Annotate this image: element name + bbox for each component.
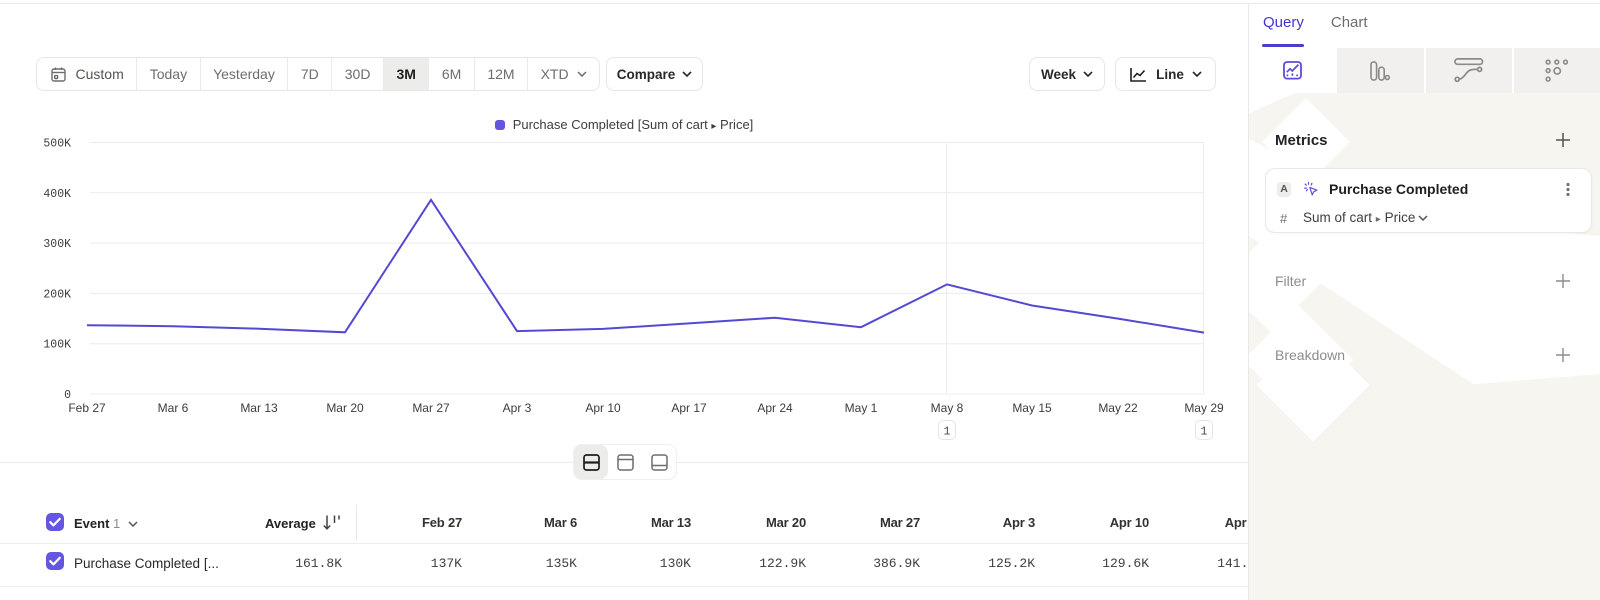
svg-text:1: 1 xyxy=(944,426,951,439)
svg-text:Feb 27: Feb 27 xyxy=(68,401,106,415)
svg-text:May 8: May 8 xyxy=(931,401,964,415)
svg-text:0: 0 xyxy=(64,389,71,402)
svg-text:Apr 24: Apr 24 xyxy=(757,401,793,415)
svg-text:Mar 27: Mar 27 xyxy=(412,401,450,415)
svg-text:May 22: May 22 xyxy=(1098,401,1138,415)
svg-text:Mar 13: Mar 13 xyxy=(240,401,278,415)
svg-text:Apr 10: Apr 10 xyxy=(585,401,621,415)
svg-text:100K: 100K xyxy=(43,339,71,352)
svg-text:May 29: May 29 xyxy=(1184,401,1224,415)
svg-text:200K: 200K xyxy=(43,288,71,301)
svg-text:1: 1 xyxy=(1201,426,1208,439)
svg-text:Mar 6: Mar 6 xyxy=(158,401,189,415)
svg-text:300K: 300K xyxy=(43,238,71,251)
svg-text:400K: 400K xyxy=(43,188,71,201)
svg-text:Mar 20: Mar 20 xyxy=(326,401,364,415)
svg-text:May 1: May 1 xyxy=(845,401,878,415)
svg-text:500K: 500K xyxy=(43,138,71,151)
svg-text:Apr 17: Apr 17 xyxy=(671,401,707,415)
svg-text:May 15: May 15 xyxy=(1012,401,1052,415)
svg-text:Apr 3: Apr 3 xyxy=(503,401,532,415)
